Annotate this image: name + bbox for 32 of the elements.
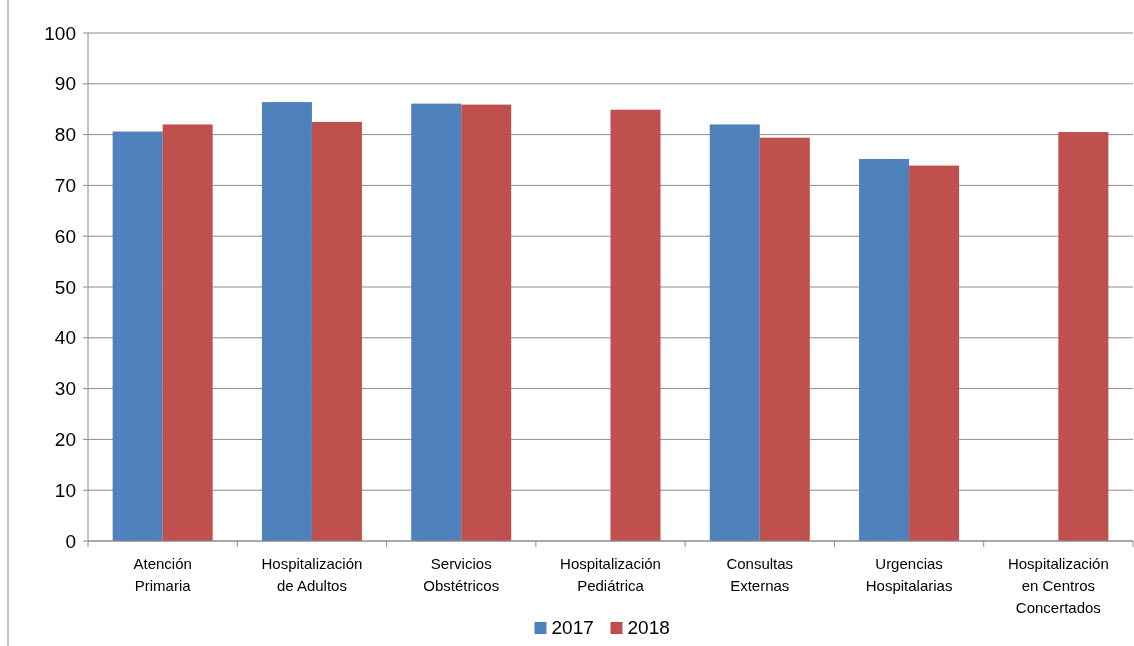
x-tick-label: Servicios Obstétricos bbox=[423, 555, 500, 594]
y-tick-label: 60 bbox=[54, 225, 76, 247]
bar bbox=[1058, 132, 1109, 541]
bar bbox=[709, 124, 760, 541]
bar bbox=[112, 131, 163, 541]
bar bbox=[909, 165, 960, 541]
y-tick-label: 10 bbox=[54, 479, 76, 501]
bar bbox=[411, 103, 462, 541]
y-tick-label: 50 bbox=[54, 276, 76, 298]
y-tick-label: 100 bbox=[44, 22, 76, 44]
x-tick-label: Consultas Externas bbox=[726, 555, 794, 594]
y-tick-label: 30 bbox=[54, 378, 76, 400]
y-tick-label: 80 bbox=[54, 124, 76, 146]
bar bbox=[162, 124, 213, 541]
x-tick-label: Hospitalización Pediátrica bbox=[560, 555, 661, 594]
bar bbox=[461, 104, 512, 541]
bar bbox=[610, 109, 661, 541]
legend-label: 2017 bbox=[551, 617, 594, 638]
bar bbox=[261, 102, 312, 541]
legend-label: 2018 bbox=[627, 617, 670, 638]
y-tick-label: 0 bbox=[65, 530, 76, 552]
y-tick-label: 20 bbox=[54, 429, 76, 451]
x-tick-label: Hospitalización en Centros Concertados bbox=[1007, 555, 1109, 616]
y-tick-label: 40 bbox=[54, 327, 76, 349]
bar bbox=[759, 137, 810, 541]
x-tick-label: Hospitalización de Adultos bbox=[261, 555, 363, 594]
bar bbox=[311, 121, 362, 541]
y-tick-label: 70 bbox=[54, 175, 76, 197]
bar bbox=[859, 158, 910, 541]
x-tick-label: Urgencias Hospitalarias bbox=[865, 555, 953, 594]
x-tick-label: Atención Primaria bbox=[133, 555, 192, 594]
y-tick-label: 90 bbox=[54, 73, 76, 95]
